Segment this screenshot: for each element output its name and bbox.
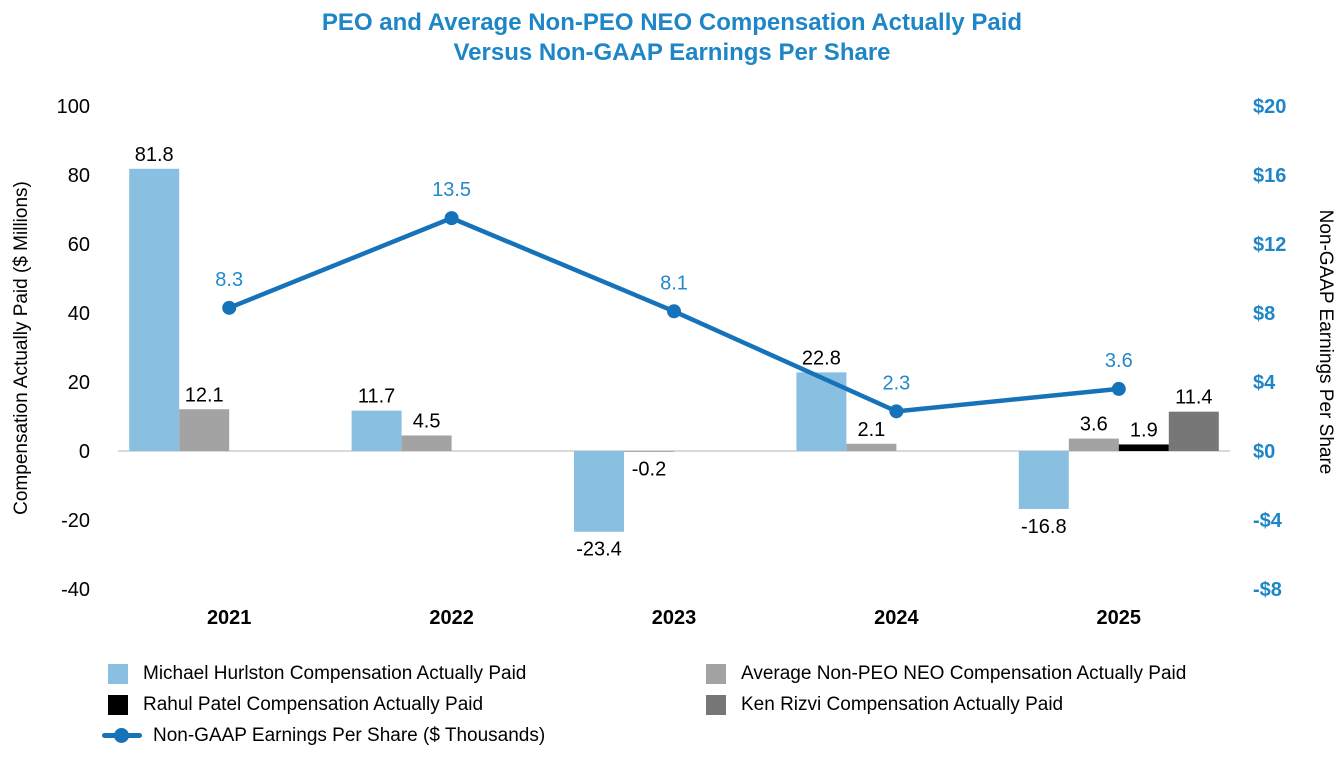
eps-line-marker-2024 (889, 404, 904, 419)
chart-title-line1: PEO and Average Non-PEO NEO Compensation… (321, 9, 1023, 36)
data-label: -0.2 (632, 459, 666, 481)
eps-line-marker-2022 (444, 211, 459, 226)
x-axis-label: 2024 (874, 607, 919, 629)
data-label: 12.1 (185, 384, 224, 406)
data-label: -16.8 (1021, 516, 1067, 538)
chart-title-line2: Versus Non-GAAP Earnings Per Share (453, 39, 891, 66)
right-axis-tick: $4 (1253, 372, 1276, 394)
data-label: 11.7 (358, 386, 395, 408)
eps-line-marker-2021 (222, 300, 237, 315)
legend-square-swatch-icon (706, 663, 726, 684)
data-label: 3.6 (1080, 414, 1108, 436)
data-label: 3.6 (1105, 350, 1133, 372)
legend-label: Ken Rizvi Compensation Actually Paid (741, 693, 1064, 715)
left-axis-tick: -20 (61, 510, 90, 532)
data-label: 81.8 (135, 144, 174, 166)
combo-chart: 100 80 60 40 20 0 -20 -40 $20 $16 $12 $8 $4 $0 -$4 -$8 C… (11, 96, 1336, 629)
data-label: 13.5 (432, 179, 471, 201)
right-axis-tick: $0 (1253, 441, 1275, 463)
right-axis-tick: -$8 (1253, 579, 1282, 601)
right-axis-tick: -$4 (1253, 510, 1283, 532)
chart-legend: Michael Hurlston Compensation Actually P… (100, 658, 1186, 751)
legend-item: Ken Rizvi Compensation Actually Paid (698, 689, 1186, 720)
data-label: 8.3 (215, 269, 243, 291)
right-axis-tick: $16 (1253, 165, 1286, 187)
legend-item: Michael Hurlston Compensation Actually P… (100, 658, 698, 689)
legend-column-0: Michael Hurlston Compensation Actually P… (100, 658, 698, 751)
x-axis-label: 2021 (207, 607, 252, 629)
legend-item: Non-GAAP Earnings Per Share ($ Thousands… (100, 720, 698, 751)
legend-square-swatch-icon (706, 694, 726, 715)
bar-2025-series1 (1068, 438, 1119, 451)
left-axis-tick: 40 (68, 303, 90, 325)
right-axis-tick: $8 (1253, 303, 1275, 325)
legend-label: Non-GAAP Earnings Per Share ($ Thousands… (153, 724, 546, 746)
eps-line-marker-2025 (1111, 381, 1126, 396)
bar-2025-series2 (1118, 444, 1169, 451)
legend-column-1: Average Non-PEO NEO Compensation Actuall… (698, 658, 1186, 720)
left-axis-title: Compensation Actually Paid ($ Millions) (11, 181, 32, 515)
left-axis-tick: 0 (79, 441, 90, 463)
left-axis-tick: 80 (68, 165, 90, 187)
right-axis-tick: $20 (1253, 96, 1286, 118)
legend-line-dot-icon (114, 728, 129, 743)
left-axis-tick: 20 (68, 372, 90, 394)
chart-title: PEO and Average Non-PEO NEO Compensation… (0, 8, 1344, 68)
legend-label: Michael Hurlston Compensation Actually P… (143, 662, 527, 684)
right-axis-tick: $12 (1253, 234, 1286, 256)
bar-2025-series0 (1018, 451, 1069, 509)
bar-2022-series0 (351, 410, 402, 451)
left-axis-tick: 100 (57, 96, 90, 118)
legend-square-swatch-icon (108, 694, 128, 715)
data-label: -23.4 (576, 539, 622, 561)
data-label: 2.3 (882, 372, 910, 394)
bar-2023-series0 (574, 451, 624, 532)
x-axis-label: 2025 (1097, 607, 1142, 629)
right-axis-title: Non-GAAP Earnings Per Share (1315, 210, 1336, 475)
legend-square-swatch-icon (108, 663, 128, 684)
data-label: 4.5 (413, 410, 441, 432)
bar-2025-series3 (1168, 411, 1219, 451)
data-label: 1.9 (1130, 419, 1158, 441)
data-label: 8.1 (660, 272, 688, 294)
data-label: 11.4 (1175, 387, 1212, 409)
data-label: 2.1 (857, 419, 885, 441)
legend-label: Average Non-PEO NEO Compensation Actuall… (741, 662, 1187, 684)
left-axis-tick: -40 (61, 579, 90, 601)
eps-line-marker-2023 (667, 304, 681, 319)
legend-label: Rahul Patel Compensation Actually Paid (143, 693, 484, 715)
bar-2021-series0 (129, 168, 180, 452)
bar-2023-series1 (624, 451, 674, 452)
left-axis-tick: 60 (68, 234, 90, 256)
x-axis-label: 2023 (652, 607, 697, 629)
bar-2021-series1 (179, 409, 230, 451)
legend-item: Rahul Patel Compensation Actually Paid (100, 689, 698, 720)
data-label: 22.8 (802, 347, 841, 369)
legend-item: Average Non-PEO NEO Compensation Actuall… (698, 658, 1186, 689)
x-axis-label: 2022 (429, 607, 474, 629)
bar-2024-series1 (846, 443, 897, 451)
bar-2022-series1 (401, 435, 452, 451)
legend-line-swatch-icon (102, 728, 142, 743)
